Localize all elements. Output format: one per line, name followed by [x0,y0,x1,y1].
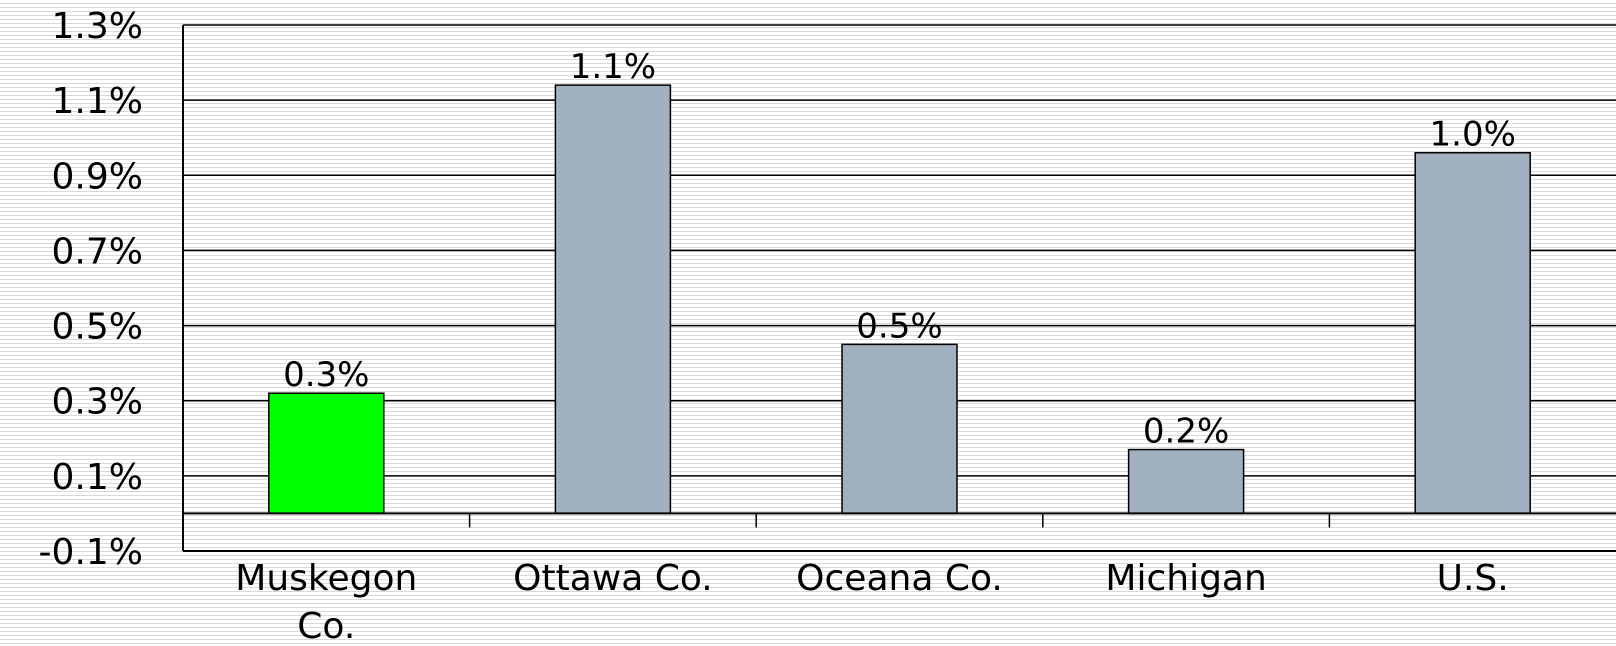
data-label: 0.2% [1143,412,1229,452]
data-label: 1.0% [1430,115,1516,155]
x-axis-category-labels: Muskegon Co. Ottawa Co. Oceana Co. Michigan U… [235,558,1508,646]
y-tick-label: 0.7% [52,231,143,272]
data-label: 0.5% [856,306,942,346]
data-labels: 0.3% 1.1% 0.5% 0.2% 1.0% [283,47,1516,451]
y-tick-label: 0.1% [52,457,143,498]
bar [554,84,672,515]
y-tick-label: 0.9% [52,156,143,197]
x-category-label: Oceana Co. [796,558,1003,599]
x-category-label: Muskegon [235,558,417,599]
y-tick-label: 1.1% [52,81,143,122]
bar [1127,448,1245,515]
data-label: 0.3% [283,355,369,395]
y-tick-label: 0.3% [52,382,143,423]
y-tick-label: -0.1% [39,532,143,573]
y-tick-label: 0.5% [52,307,143,348]
y-tick-label: 1.3% [52,6,143,47]
bar [841,343,958,515]
x-category-label: U.S. [1437,558,1509,599]
y-axis-tick-labels: -0.1% 0.1% 0.3% 0.5% 0.7% 0.9% 1.1% 1.3% [39,6,143,573]
x-category-label: Ottawa Co. [513,558,713,599]
bar [268,392,385,515]
axes [182,25,1616,552]
gridlines [183,24,1616,477]
x-category-label: Co. [297,606,355,646]
bar [1414,151,1531,515]
bars [268,84,1531,515]
data-label: 1.1% [570,47,656,87]
x-category-label: Michigan [1105,558,1266,599]
